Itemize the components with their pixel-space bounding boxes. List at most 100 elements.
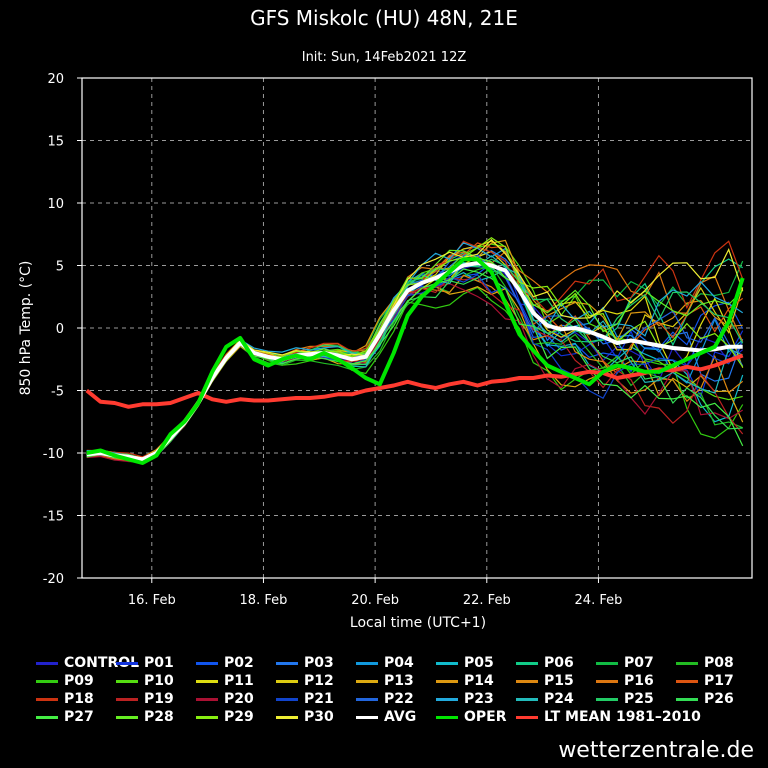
legend-item: P20 [196,690,254,708]
legend-item: P24 [516,690,574,708]
legend-item: P16 [596,672,654,690]
chart-subtitle: Init: Sun, 14Feb2021 12Z [301,50,467,65]
legend-label: P10 [144,673,174,689]
legend-item: P17 [676,672,734,690]
legend-swatch [436,697,458,701]
legend-item: P25 [596,690,654,708]
legend-swatch [36,679,58,683]
legend-swatch [196,679,218,683]
legend-label: P12 [304,673,334,689]
legend-item: P04 [356,654,414,672]
x-axis-label: Local time (UTC+1) [350,615,486,631]
legend-item: P02 [196,654,254,672]
legend-swatch [356,679,378,683]
legend-label: P16 [624,673,654,689]
legend-label: P17 [704,673,734,689]
y-tick-label: 10 [47,197,64,212]
legend-item: P29 [196,708,254,726]
legend-item: P11 [196,672,254,690]
y-tick-label: -15 [43,510,64,525]
legend-item: P23 [436,690,494,708]
legend-swatch [276,679,298,683]
legend-swatch [276,697,298,701]
legend-swatch [436,679,458,683]
legend-swatch [676,697,698,701]
legend-item: P15 [516,672,574,690]
legend-label: P28 [144,709,174,725]
legend-swatch [596,661,618,665]
axes: -20 -15 -10 -5 0 5 10 15 20 16. Feb 18. Feb 20. Feb… [43,72,623,608]
legend-label: P25 [624,691,654,707]
legend-label: P22 [384,691,414,707]
legend-label: P07 [624,655,654,671]
legend-swatch [356,661,378,665]
legend-item: P13 [356,672,414,690]
legend-swatch [36,661,58,665]
legend-swatch [676,679,698,683]
legend-label: P14 [464,673,494,689]
legend-swatch [516,697,538,701]
legend-label: P09 [64,673,94,689]
legend-swatch [196,715,218,719]
legend-label: P08 [704,655,734,671]
ensemble-members [86,236,744,464]
legend-label: P24 [544,691,574,707]
series-line-lt-mean-1981-2010 [85,353,744,409]
chart-title: GFS Miskolc (HU) 48N, 21E [250,6,518,30]
legend-item: P18 [36,690,94,708]
y-tick-label: 20 [47,72,64,87]
series-line-oper [86,257,745,465]
legend-swatch [116,715,138,719]
legend-swatch [196,697,218,701]
legend-swatch [116,679,138,683]
legend-swatch [36,697,58,701]
legend-swatch [436,715,458,719]
legend-label: LT MEAN 1981–2010 [544,709,701,725]
legend-item: AVG [356,708,416,726]
legend-item: P09 [36,672,94,690]
legend-item: CONTROL [36,654,139,672]
legend-label: P20 [224,691,254,707]
y-tick-label: -10 [43,447,64,462]
legend-item: P07 [596,654,654,672]
y-tick-label: 5 [56,260,64,275]
y-tick-label: 0 [56,322,64,337]
main-series [85,257,745,465]
y-tick-label: -5 [51,385,64,400]
legend-swatch [116,697,138,701]
legend-label: P01 [144,655,174,671]
x-tick-label: 22. Feb [463,593,511,608]
y-tick-label: -20 [43,572,64,587]
legend-swatch [596,697,618,701]
legend-swatch [516,661,538,665]
legend-swatch [436,661,458,665]
legend-swatch [676,661,698,665]
legend-label: P19 [144,691,174,707]
legend-label: AVG [384,709,417,725]
legend-item: LT MEAN 1981–2010 [516,708,701,726]
credit: wetterzentrale.de [558,738,754,763]
legend-label: P03 [304,655,334,671]
legend-label: P13 [384,673,414,689]
legend-label: P21 [304,691,334,707]
legend-item: P05 [436,654,494,672]
legend-item: P27 [36,708,94,726]
ensemble-member-line [86,273,744,463]
legend-label: P23 [464,691,494,707]
legend-swatch [516,715,538,719]
legend-item: P14 [436,672,494,690]
legend-item: P22 [356,690,414,708]
legend-label: P29 [224,709,254,725]
grid [82,78,752,578]
x-tick-label: 20. Feb [351,593,399,608]
legend-item: P08 [676,654,734,672]
legend-label: P04 [384,655,414,671]
x-tick-label: 18. Feb [240,593,288,608]
legend-swatch [356,715,378,719]
legend-item: P12 [276,672,334,690]
legend-label: P26 [704,691,734,707]
legend-swatch [196,661,218,665]
legend-label: P02 [224,655,254,671]
x-tick-label: 16. Feb [128,593,176,608]
